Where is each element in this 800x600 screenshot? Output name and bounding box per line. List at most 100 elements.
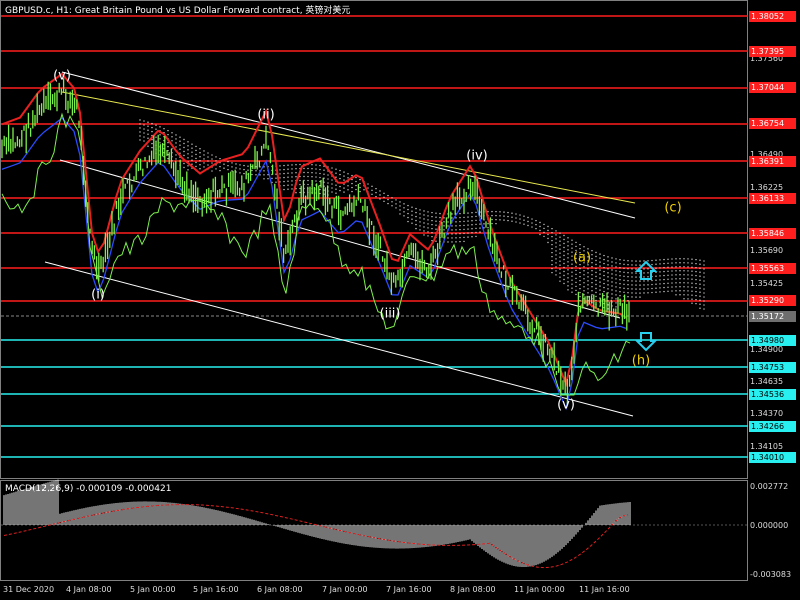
cloud-dot bbox=[579, 255, 581, 258]
cloud-dot bbox=[635, 268, 637, 270]
cloud-dot bbox=[427, 231, 429, 233]
cloud-dot bbox=[571, 279, 573, 281]
cloud-dot bbox=[447, 241, 449, 243]
cloud-dot bbox=[571, 243, 573, 245]
cloud-dot bbox=[347, 177, 349, 179]
cloud-dot bbox=[607, 304, 609, 306]
cloud-dot bbox=[667, 262, 669, 264]
cloud-dot bbox=[579, 287, 581, 290]
cloud-dot bbox=[499, 215, 501, 217]
cloud-dot bbox=[451, 241, 453, 243]
cloud-dot bbox=[583, 262, 585, 264]
cloud-dot bbox=[463, 228, 465, 231]
cloud-dot bbox=[343, 175, 345, 177]
cloud-dot bbox=[551, 227, 553, 230]
cloud-dot bbox=[567, 237, 569, 239]
cloud-dot bbox=[667, 258, 669, 260]
cloud-dot bbox=[491, 218, 493, 221]
cloud-dot bbox=[155, 128, 157, 130]
cloud-dot bbox=[403, 211, 405, 213]
cloud-dot bbox=[699, 259, 701, 261]
cloud-dot bbox=[687, 258, 689, 260]
cloud-dot bbox=[315, 172, 317, 174]
cloud-dot bbox=[459, 224, 461, 227]
cloud-dot bbox=[587, 280, 589, 282]
cloud-dot bbox=[699, 287, 701, 289]
cloud-dot bbox=[647, 268, 649, 270]
cloud-dot bbox=[587, 284, 589, 286]
cloud-dot bbox=[583, 258, 585, 260]
cloud-dot bbox=[567, 289, 569, 291]
cloud-dot bbox=[391, 197, 393, 199]
cloud-dot bbox=[431, 235, 433, 238]
cloud-dot bbox=[307, 183, 309, 186]
cloud-dot bbox=[395, 207, 397, 209]
cloud-dot bbox=[167, 157, 169, 160]
cloud-dot bbox=[171, 140, 173, 142]
cloud-dot bbox=[571, 271, 573, 273]
cloud-dot bbox=[539, 225, 541, 228]
cloud-dot bbox=[563, 258, 565, 261]
cloud-dot bbox=[367, 187, 369, 189]
cloud-dot bbox=[215, 156, 217, 158]
cloud-dot bbox=[443, 225, 445, 227]
cloud-dot bbox=[471, 216, 473, 218]
cloud-dot bbox=[367, 183, 369, 185]
cloud-dot bbox=[635, 276, 637, 278]
cloud-dot bbox=[463, 216, 465, 219]
cloud-dot bbox=[211, 154, 213, 156]
cloud-dot bbox=[151, 130, 153, 133]
cloud-dot bbox=[659, 271, 661, 273]
cloud-dot bbox=[627, 292, 629, 294]
cloud-dot bbox=[679, 286, 681, 288]
cloud-dot bbox=[563, 274, 565, 277]
cloud-dot bbox=[231, 162, 233, 164]
cloud-dot bbox=[631, 296, 633, 298]
cloud-dot bbox=[599, 281, 601, 283]
cloud-dot bbox=[611, 297, 613, 299]
cloud-dot bbox=[283, 188, 285, 191]
cloud-dot bbox=[299, 163, 301, 166]
cloud-dot bbox=[431, 211, 433, 214]
cloud-dot bbox=[311, 176, 313, 178]
cloud-dot bbox=[183, 150, 185, 153]
cloud-dot bbox=[583, 250, 585, 252]
cloud-dot bbox=[407, 212, 409, 215]
cloud-dot bbox=[207, 164, 209, 166]
cloud-dot bbox=[419, 221, 421, 223]
cloud-dot bbox=[667, 266, 669, 268]
cloud-dot bbox=[331, 179, 333, 181]
cloud-dot bbox=[475, 227, 477, 230]
cloud-dot bbox=[559, 280, 561, 282]
cloud-dot bbox=[619, 278, 621, 281]
cloud-dot bbox=[547, 237, 549, 240]
cloud-dot bbox=[471, 232, 473, 234]
cloud-dot bbox=[579, 295, 581, 298]
cloud-dot bbox=[267, 174, 269, 176]
cloud-dot bbox=[691, 266, 693, 268]
cloud-dot bbox=[635, 280, 637, 282]
cloud-dot bbox=[475, 219, 477, 222]
cloud-dot bbox=[627, 280, 629, 282]
wave-label-ii: (ii) bbox=[257, 107, 275, 123]
cloud-dot bbox=[143, 120, 145, 122]
cloud-dot bbox=[219, 169, 221, 172]
cloud-dot bbox=[671, 282, 673, 284]
cloud-dot bbox=[547, 225, 549, 228]
cloud-dot bbox=[543, 231, 545, 234]
level-label-red: 1.35846 bbox=[749, 228, 796, 239]
cloud-dot bbox=[183, 138, 185, 141]
cloud-dot bbox=[559, 236, 561, 238]
cloud-dot bbox=[567, 261, 569, 263]
cloud-dot bbox=[207, 160, 209, 162]
cloud-dot bbox=[455, 233, 457, 235]
cloud-dot bbox=[699, 295, 701, 297]
cloud-dot bbox=[431, 215, 433, 218]
price-axis-tick: 1.34105 bbox=[750, 442, 784, 451]
cloud-dot bbox=[167, 129, 169, 132]
cloud-dot bbox=[355, 184, 357, 187]
cloud-dot bbox=[695, 274, 697, 277]
cloud-dot bbox=[579, 275, 581, 278]
